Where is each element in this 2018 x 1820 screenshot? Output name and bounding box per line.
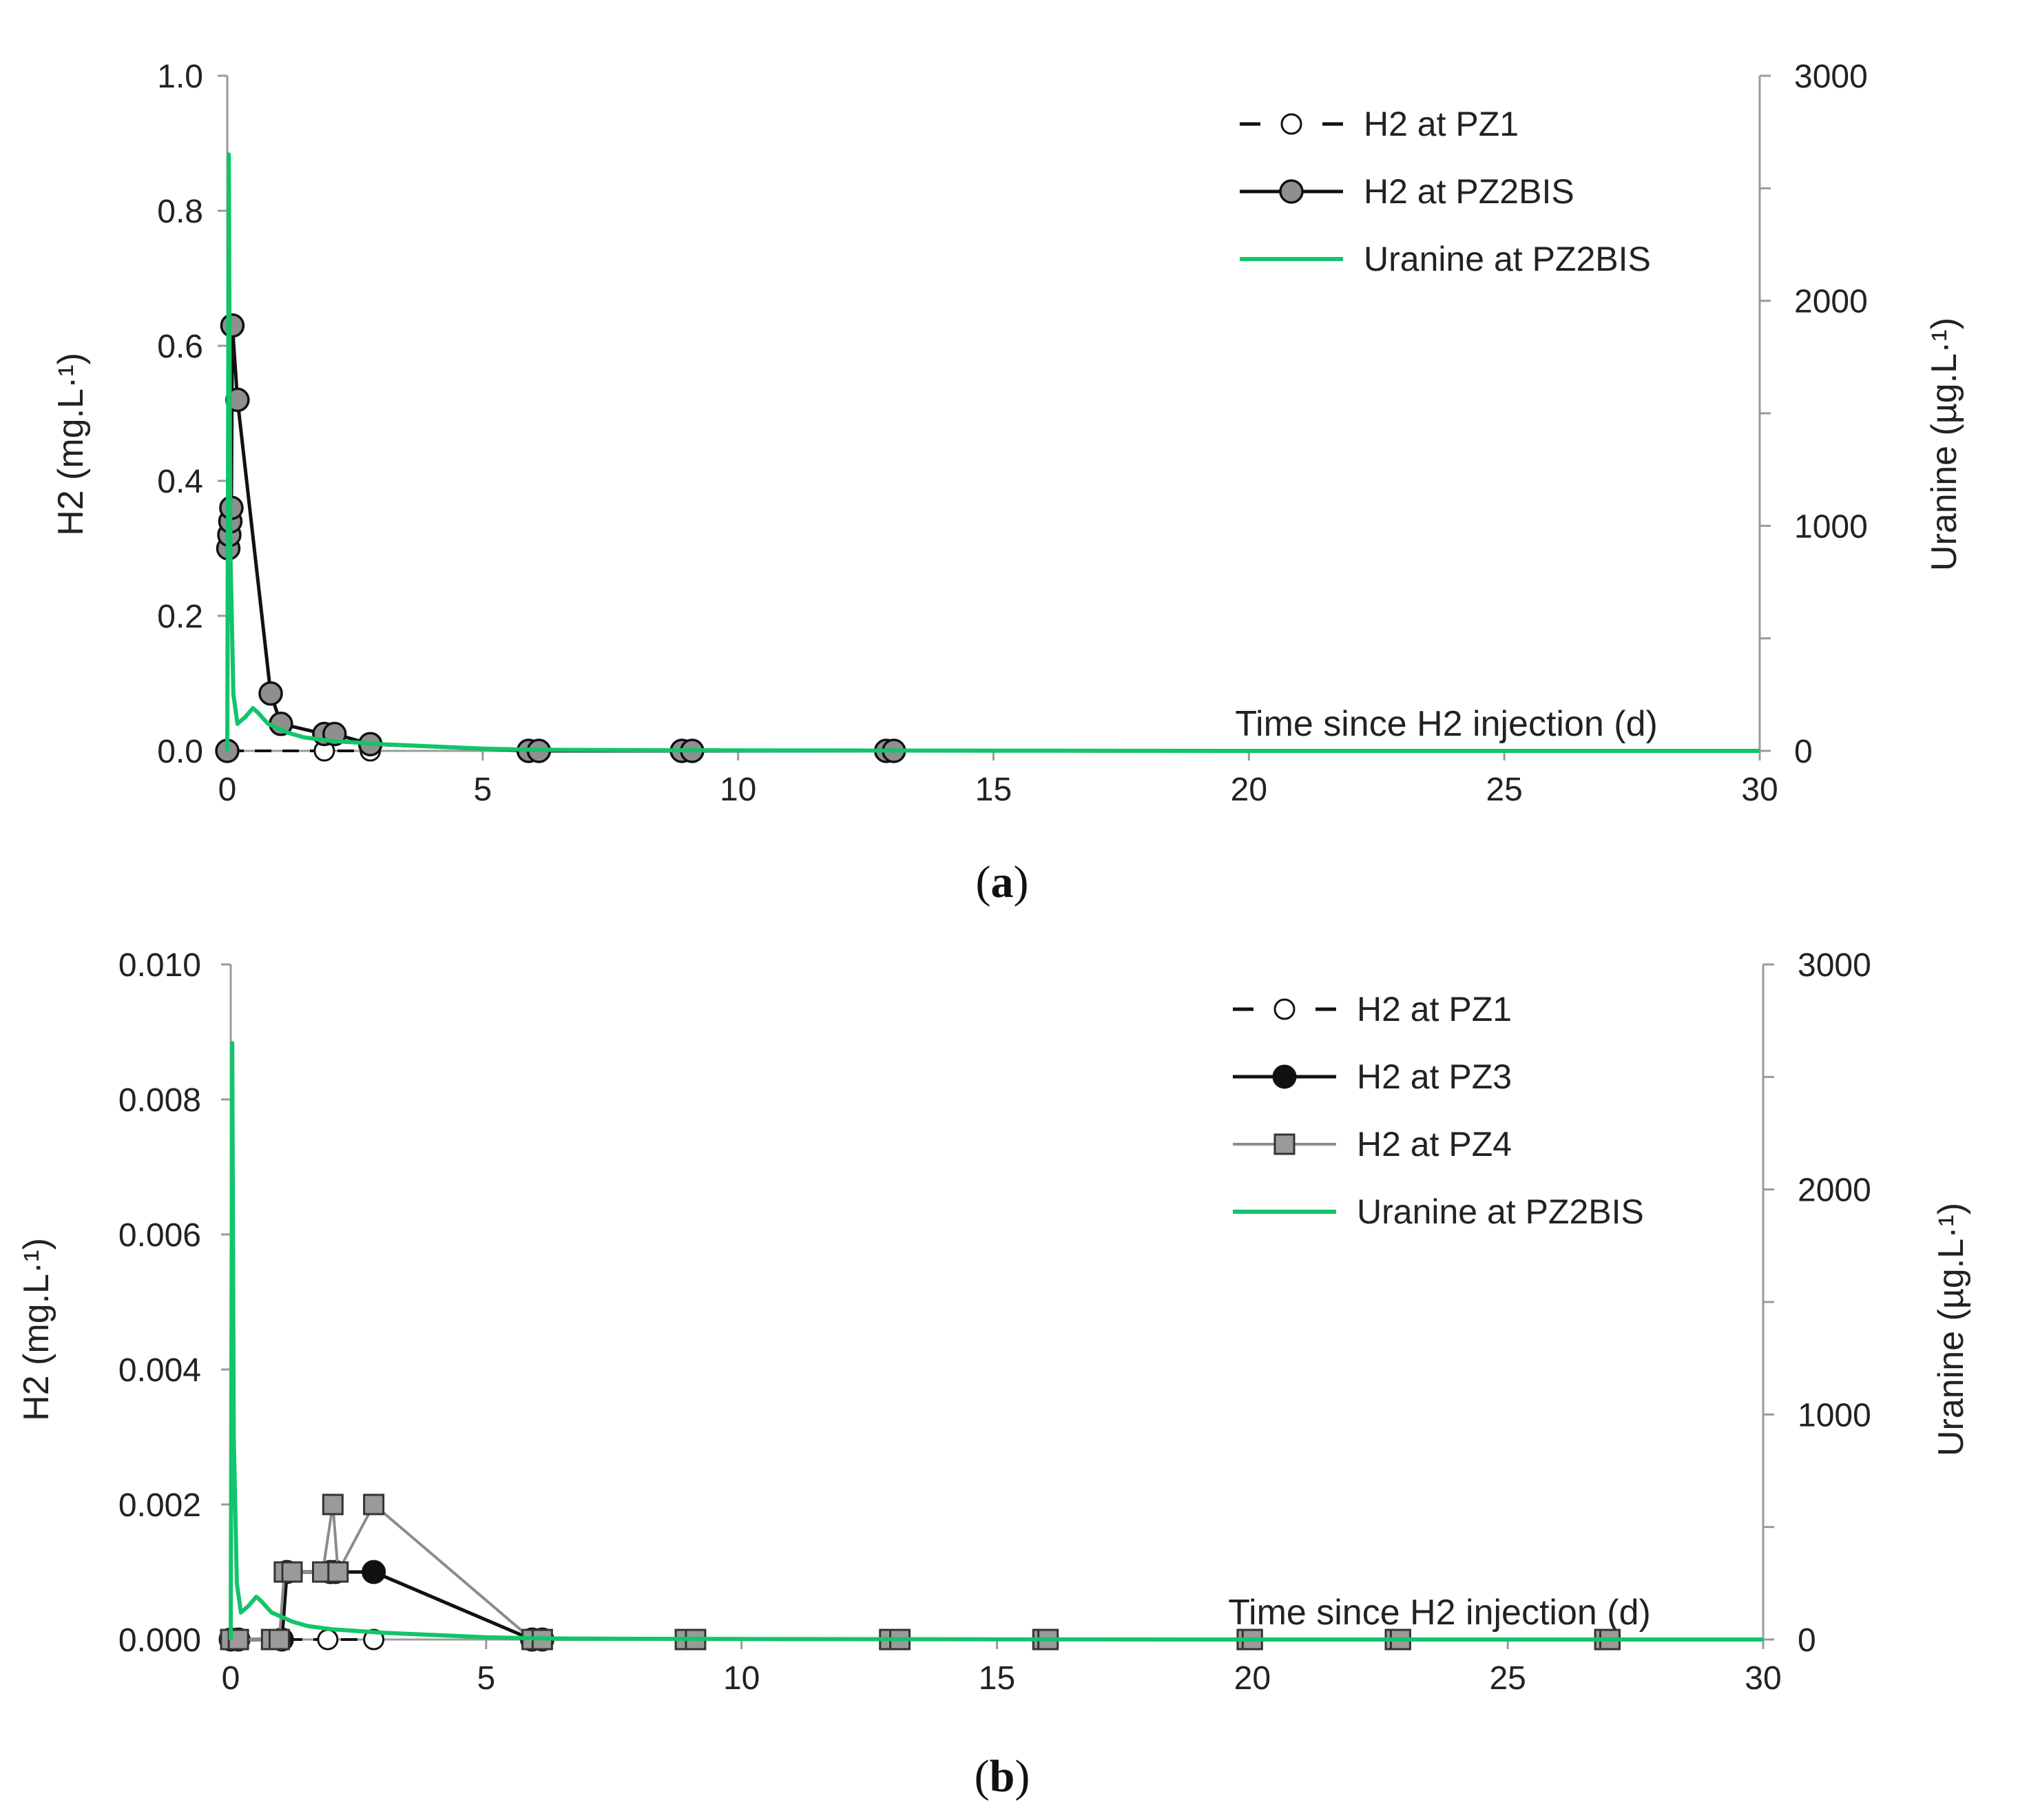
legend-marker: [1273, 1133, 1296, 1155]
y-tick-label: 0.010: [118, 947, 201, 984]
data-point: [363, 1628, 385, 1651]
x-tick-label: 10: [723, 1660, 760, 1697]
x-tick-label: 20: [1231, 772, 1267, 808]
data-point: [317, 1628, 339, 1651]
y2-axis-label: Uranine (µg.L·¹): [1924, 318, 1964, 571]
series-line-uranine-at-pz2bis: [229, 1041, 1763, 1642]
legend-marker: [1273, 998, 1296, 1020]
panel-b: H2 (mg.L·¹) Uranine (µg.L·¹) Time since …: [17, 947, 1971, 1801]
x-axis-label: Time since H2 injection (d): [1228, 1593, 1651, 1633]
y2-tick-label: 2000: [1794, 284, 1868, 320]
legend-label: Uranine at PZ2BIS: [1357, 1192, 1644, 1231]
panel-caption: (a): [976, 857, 1029, 907]
x-tick-label: 15: [975, 772, 1012, 808]
x-tick-label: 30: [1741, 772, 1778, 808]
data-point: [258, 681, 283, 706]
data-point: [363, 1493, 385, 1516]
legend-label: H2 at PZ1: [1364, 105, 1519, 143]
y-tick-label: 0.8: [157, 194, 203, 230]
series-line-h2-at-pz2bis: [225, 325, 894, 753]
x-tick-label: 30: [1745, 1660, 1781, 1697]
x-tick-label: 25: [1486, 772, 1522, 808]
y2-tick-label: 2000: [1798, 1172, 1871, 1209]
legend-marker: [1280, 113, 1302, 135]
data-point: [327, 1561, 349, 1583]
panel-a: H2 (mg.L·¹) Uranine (µg.L·¹) Time since …: [51, 59, 1964, 907]
y-tick-label: 0.006: [118, 1217, 201, 1254]
panel-caption: (b): [975, 1751, 1030, 1801]
data-point: [220, 313, 245, 338]
data-point: [322, 1493, 344, 1516]
y2-tick-label: 1000: [1798, 1397, 1871, 1434]
y-tick-label: 0.002: [118, 1487, 201, 1524]
y2-tick-label: 0: [1794, 734, 1813, 770]
x-tick-label: 15: [979, 1660, 1015, 1697]
y-tick-label: 0.008: [118, 1082, 201, 1119]
y2-axis-label: Uranine (µg.L·¹): [1931, 1203, 1971, 1456]
y-tick-label: 0.4: [157, 464, 203, 500]
legend-label: H2 at PZ4: [1357, 1125, 1512, 1164]
y2-tick-label: 3000: [1794, 59, 1868, 95]
y2-tick-label: 0: [1798, 1622, 1816, 1659]
x-tick-label: 5: [473, 772, 492, 808]
legend-label: Uranine at PZ2BIS: [1364, 240, 1651, 278]
legend-label: H2 at PZ2BIS: [1364, 172, 1574, 211]
y-tick-label: 0.6: [157, 329, 203, 365]
x-axis-label: Time since H2 injection (d): [1235, 704, 1658, 744]
legend-marker: [1272, 1064, 1297, 1089]
y-tick-label: 0.0: [157, 734, 203, 770]
y-axis-label: H2 (mg.L·¹): [51, 353, 91, 536]
x-tick-label: 0: [222, 1660, 240, 1697]
data-point: [362, 1560, 386, 1584]
legend-marker: [1279, 179, 1304, 204]
legend-label: H2 at PZ1: [1357, 990, 1512, 1028]
x-tick-label: 10: [720, 772, 756, 808]
y-tick-label: 0.2: [157, 599, 203, 635]
y-axis-label: H2 (mg.L·¹): [17, 1238, 56, 1421]
legend-label: H2 at PZ3: [1357, 1057, 1512, 1096]
y-tick-label: 0.004: [118, 1352, 201, 1389]
x-tick-label: 5: [477, 1660, 495, 1697]
series-line-uranine-at-pz2bis: [225, 152, 1760, 753]
y-tick-label: 1.0: [157, 59, 203, 95]
x-tick-label: 0: [218, 772, 237, 808]
data-point: [268, 1628, 290, 1651]
y-tick-label: 0.000: [118, 1622, 201, 1659]
x-tick-label: 25: [1489, 1660, 1526, 1697]
x-tick-label: 20: [1234, 1660, 1271, 1697]
y2-tick-label: 3000: [1798, 947, 1871, 984]
y2-tick-label: 1000: [1794, 508, 1868, 545]
data-point: [281, 1561, 303, 1583]
